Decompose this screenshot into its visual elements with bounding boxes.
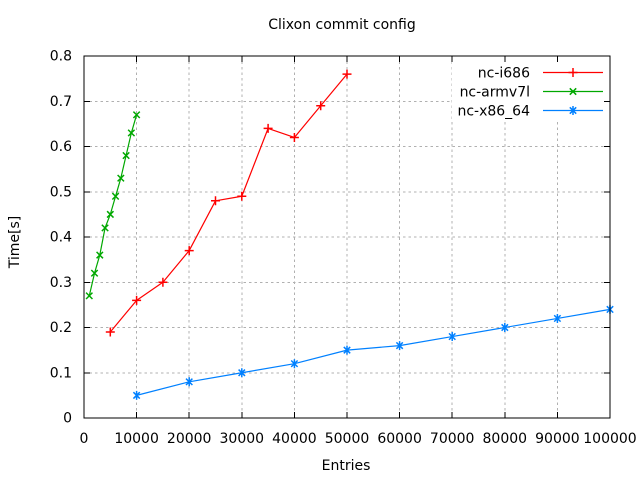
- legend-marker-sample: [569, 87, 577, 96]
- y-tick-label: 0.3: [50, 275, 72, 291]
- y-tick-label: 0.7: [50, 94, 72, 110]
- y-tick-label: 0.6: [50, 139, 72, 155]
- legend-marker-sample: [568, 68, 578, 77]
- y-tick-label: 0.8: [50, 49, 72, 65]
- tick-labels: 0 10000 20000 30000 40000 50000 60000 70000 8000…: [50, 49, 637, 448]
- legend-label-nc-x86_64: nc-x86_64: [457, 104, 530, 120]
- series-marker-nc-armv7l: [85, 111, 141, 300]
- legend: nc-i686 nc-armv7l nc-x86_64: [452, 61, 607, 120]
- y-axis-label: Time[s]: [7, 216, 23, 269]
- series-markers: [85, 69, 614, 400]
- x-tick-label: 50000: [325, 431, 370, 447]
- x-tick-label: 10000: [114, 431, 159, 447]
- y-tick-label: 0: [63, 411, 72, 427]
- x-tick-label: 0: [80, 431, 89, 447]
- tick-marks: [83, 55, 611, 419]
- y-tick-label: 0.2: [50, 320, 72, 336]
- series-marker-nc-i686: [105, 69, 352, 337]
- legend-label-nc-armv7l: nc-armv7l: [460, 85, 530, 101]
- series-marker-nc-x86_64: [132, 304, 614, 400]
- x-tick-label: 40000: [272, 431, 317, 447]
- series-line-nc-armv7l: [88, 114, 138, 296]
- y-tick-label: 0.4: [50, 230, 72, 246]
- series-line-nc-i686: [109, 73, 348, 333]
- y-tick-label: 0.1: [50, 365, 72, 381]
- x-tick-label: 100000: [583, 431, 636, 447]
- x-tick-label: 20000: [167, 431, 212, 447]
- chart-title: Clixon commit config: [268, 17, 416, 33]
- legend-label-nc-i686: nc-i686: [478, 66, 530, 82]
- y-tick-label: 0.5: [50, 184, 72, 200]
- x-tick-label: 80000: [483, 431, 528, 447]
- x-tick-label: 90000: [535, 431, 580, 447]
- x-tick-label: 70000: [430, 431, 475, 447]
- series-lines: [88, 73, 611, 396]
- legend-marker-sample: [569, 106, 577, 115]
- series-line-nc-x86_64: [136, 308, 611, 396]
- x-tick-label: 60000: [377, 431, 422, 447]
- x-tick-label: 30000: [220, 431, 265, 447]
- x-axis-label: Entries: [322, 458, 371, 474]
